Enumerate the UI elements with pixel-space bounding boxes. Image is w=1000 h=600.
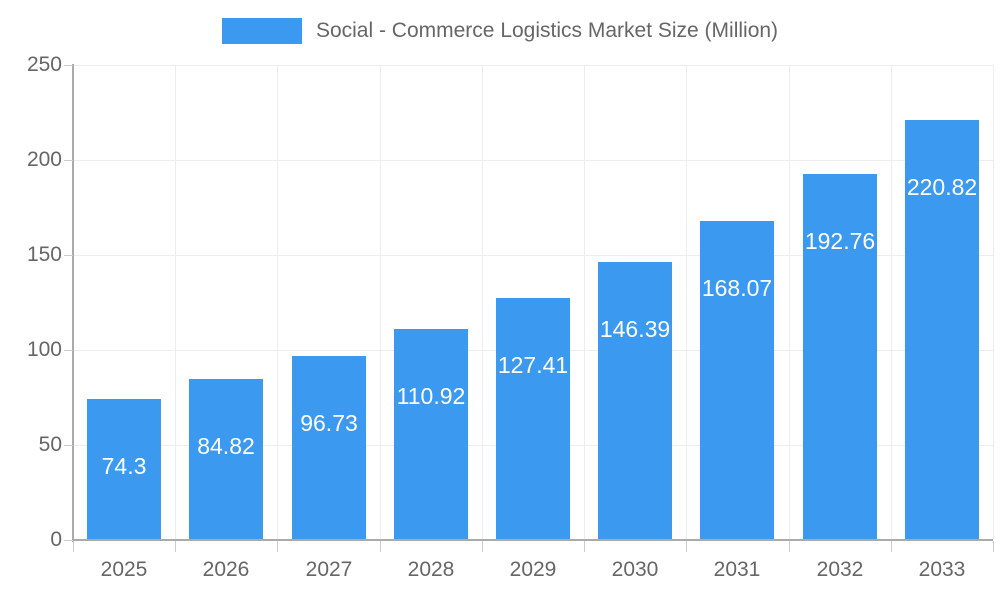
- gridline-vertical: [686, 65, 687, 540]
- y-axis-tick-label: 150: [26, 243, 62, 266]
- x-axis-tick-label: 2029: [509, 558, 557, 581]
- x-axis-tick-label: 2025: [100, 558, 148, 581]
- x-axis-tick-mark: [686, 541, 687, 552]
- bar[interactable]: [189, 379, 263, 540]
- x-axis-tick-mark: [73, 541, 74, 552]
- gridline-vertical: [277, 65, 278, 540]
- bar[interactable]: [87, 399, 161, 540]
- legend-label[interactable]: Social - Commerce Logistics Market Size …: [315, 19, 779, 42]
- bar[interactable]: [905, 120, 979, 540]
- legend-color-swatch[interactable]: [221, 18, 302, 44]
- y-axis-line: [72, 64, 74, 542]
- y-axis-tick-mark: [64, 65, 73, 66]
- x-axis-tick-mark: [482, 541, 483, 552]
- gridline-vertical: [789, 65, 790, 540]
- bar[interactable]: [598, 262, 672, 540]
- gridline-vertical: [993, 65, 994, 540]
- y-axis-tick-label: 250: [26, 53, 62, 76]
- chart-legend: Social - Commerce Logistics Market Size …: [0, 14, 1000, 48]
- x-axis-tick-label: 2028: [407, 558, 455, 581]
- x-axis-tick-label: 2033: [918, 558, 966, 581]
- y-axis-tick-mark: [64, 255, 73, 256]
- bar[interactable]: [496, 298, 570, 540]
- x-axis-tick-label: 2032: [816, 558, 864, 581]
- gridline-vertical: [584, 65, 585, 540]
- x-axis-tick-mark: [789, 541, 790, 552]
- x-axis-tick-mark: [175, 541, 176, 552]
- gridline-vertical: [482, 65, 483, 540]
- x-axis-tick-mark: [277, 541, 278, 552]
- y-axis-tick-label: 50: [38, 433, 62, 456]
- x-axis-tick-mark: [380, 541, 381, 552]
- x-axis-tick-label: 2027: [305, 558, 353, 581]
- x-axis-tick-label: 2030: [611, 558, 659, 581]
- bar[interactable]: [803, 174, 877, 540]
- gridline-horizontal: [73, 160, 993, 161]
- y-axis-tick-mark: [64, 350, 73, 351]
- bar[interactable]: [394, 329, 468, 540]
- x-axis-tick-label: 2031: [713, 558, 761, 581]
- y-axis-tick-mark: [64, 445, 73, 446]
- plot-area: 74.3 84.82 96.73 110.92 127.41 146.39 168.07 19…: [73, 65, 994, 541]
- gridline-horizontal: [73, 255, 993, 256]
- x-axis-tick-mark: [891, 541, 892, 552]
- x-axis-tick-label: 2026: [202, 558, 250, 581]
- y-axis-tick-label: 100: [26, 338, 62, 361]
- x-axis-line: [73, 539, 993, 541]
- y-axis-tick-label: 200: [26, 148, 62, 171]
- y-axis-tick-label: 0: [50, 528, 62, 551]
- y-axis-tick-mark: [64, 160, 73, 161]
- gridline-vertical: [380, 65, 381, 540]
- gridline-vertical: [891, 65, 892, 540]
- y-axis-labels: 0 50 100 150 200 250: [0, 0, 62, 600]
- x-axis-tick-mark: [993, 541, 994, 552]
- y-axis-tick-mark: [64, 540, 73, 541]
- bar[interactable]: [292, 356, 366, 540]
- gridline-vertical: [175, 65, 176, 540]
- gridline-horizontal: [73, 65, 993, 66]
- x-axis-tick-mark: [584, 541, 585, 552]
- bar[interactable]: [700, 221, 774, 540]
